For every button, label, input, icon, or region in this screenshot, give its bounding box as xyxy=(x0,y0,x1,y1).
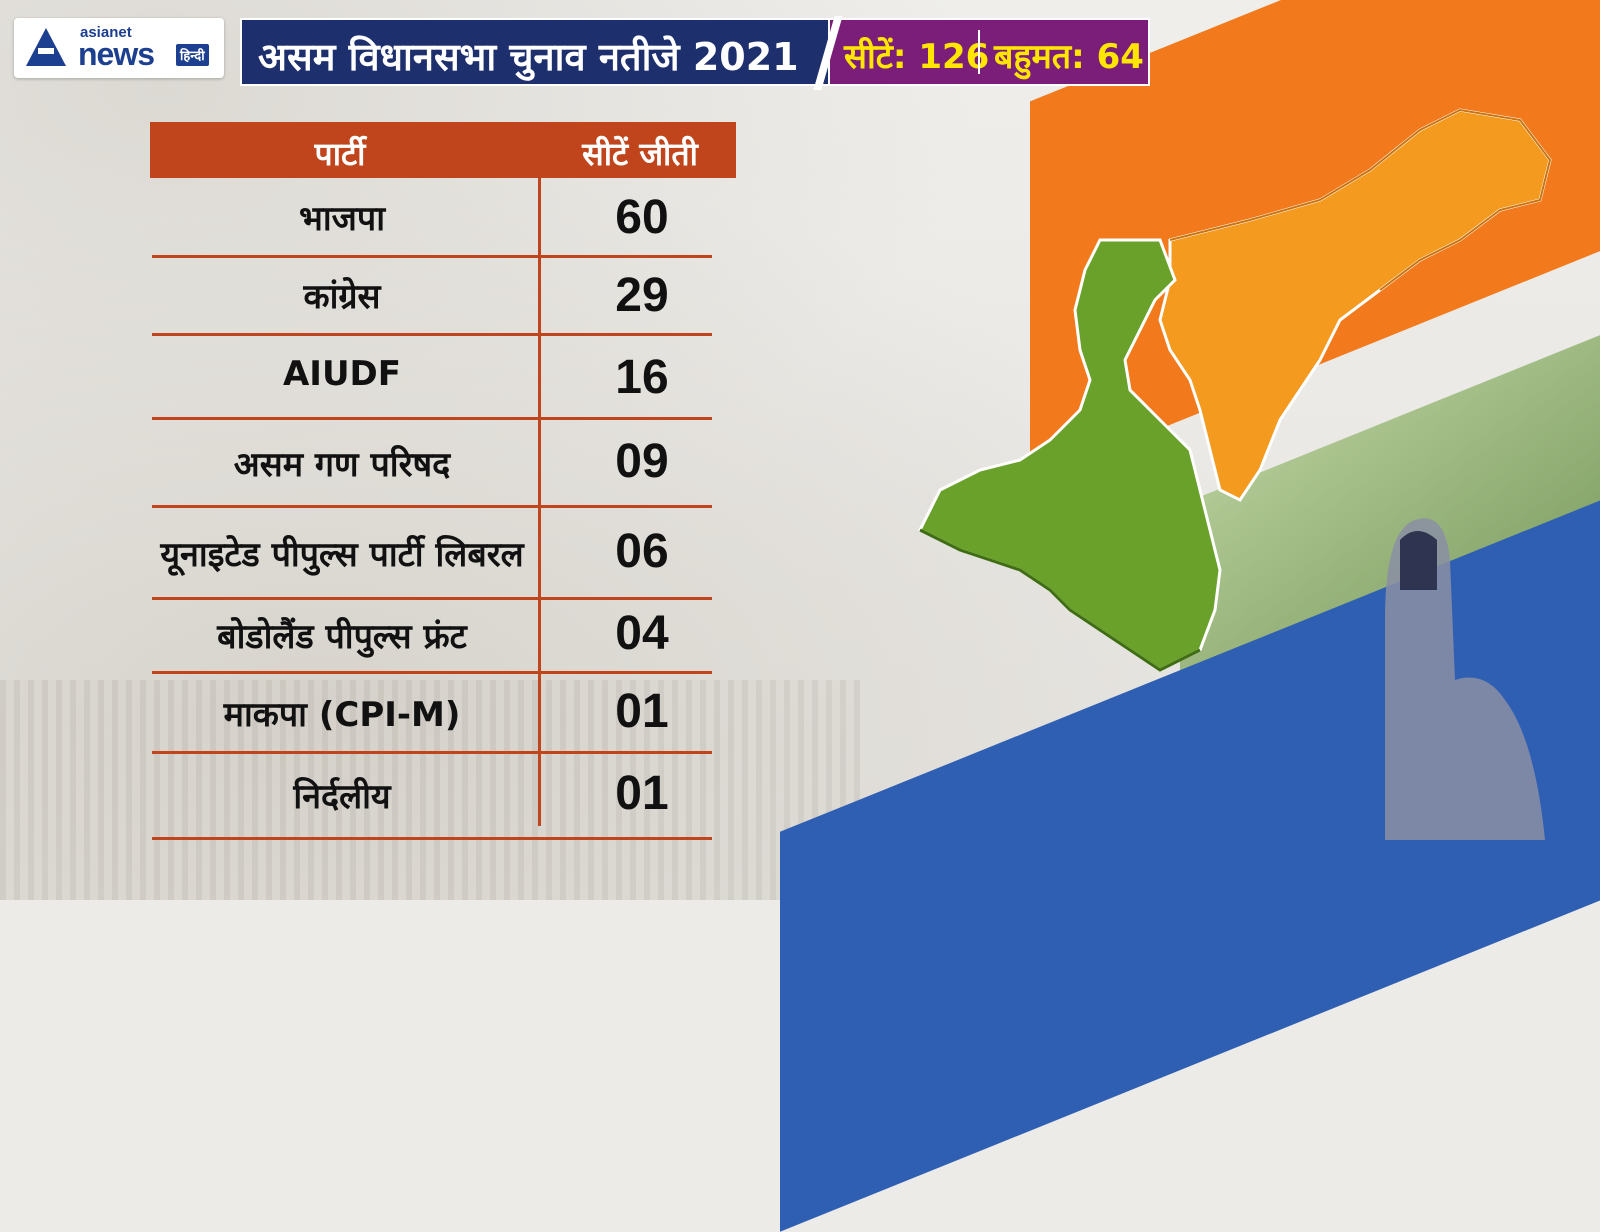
seat-divider xyxy=(978,30,980,74)
table-row: भाजपा 60 xyxy=(152,178,712,258)
party-name: माकपा (CPI-M) xyxy=(223,695,461,735)
seats-won: 06 xyxy=(615,525,669,578)
seats-won: 01 xyxy=(615,767,669,820)
logo-triangle-bar xyxy=(38,48,54,54)
row-divider xyxy=(152,751,712,754)
logo-brand-main: news xyxy=(78,36,155,72)
row-divider xyxy=(152,597,712,600)
row-divider xyxy=(152,255,712,258)
seats-won: 60 xyxy=(615,191,669,244)
seats-won: 01 xyxy=(615,685,669,738)
party-name: बोडोलैंड पीपुल्स फ्रंट xyxy=(217,617,467,657)
seats-won: 09 xyxy=(615,435,669,488)
party-name: AIUDF xyxy=(282,354,402,394)
bengal-map xyxy=(917,238,1222,672)
party-name: निर्दलीय xyxy=(293,777,391,817)
row-divider xyxy=(152,671,712,674)
seats-won: 16 xyxy=(615,351,669,404)
seat-info-banner: सीटें: 126 बहुमत: 64 xyxy=(828,18,1150,86)
row-divider xyxy=(152,505,712,508)
seats-won: 29 xyxy=(615,269,669,322)
table-row: कांग्रेस 29 xyxy=(152,258,712,336)
row-divider xyxy=(152,837,712,840)
party-name: कांग्रेस xyxy=(303,277,381,317)
table-row: माकपा (CPI-M) 01 xyxy=(152,674,712,754)
majority-mark: बहुमत: 64 xyxy=(994,37,1144,77)
logo-triangle-icon xyxy=(26,28,66,66)
row-divider xyxy=(152,333,712,336)
party-column-header: पार्टी xyxy=(314,135,366,173)
table-column-divider xyxy=(538,178,541,826)
total-seats: सीटें: 126 xyxy=(844,37,990,77)
page-title: असम विधानसभा चुनाव नतीजे 2021 xyxy=(258,35,799,79)
party-name: असम गण परिषद xyxy=(233,445,451,485)
inked-finger-illustration xyxy=(1385,518,1545,840)
seats-won: 04 xyxy=(615,607,669,660)
crowd-background xyxy=(0,680,860,900)
results-table-header: पार्टी सीटें जीती xyxy=(150,122,736,178)
table-row: असम गण परिषद 09 xyxy=(152,420,712,508)
assam-map xyxy=(1158,108,1552,502)
table-row: यूनाइटेड पीपुल्स पार्टी लिबरल 06 xyxy=(152,508,712,600)
title-banner: असम विधानसभा चुनाव नतीजे 2021 xyxy=(240,18,840,86)
seats-column-header: सीटें जीती xyxy=(582,135,698,173)
table-row: बोडोलैंड पीपुल्स फ्रंट 04 xyxy=(152,600,712,674)
logo-brand-top: asianet xyxy=(80,24,132,41)
table-row: निर्दलीय 01 xyxy=(152,754,712,840)
asianet-news-logo[interactable]: asianet news हिन्दी xyxy=(14,18,224,78)
row-divider xyxy=(152,417,712,420)
logo-language-badge: हिन्दी xyxy=(176,44,209,66)
table-row: AIUDF 16 xyxy=(152,336,712,420)
assam-bengal-map-illustration xyxy=(917,108,1552,672)
party-name: भाजपा xyxy=(298,199,386,239)
party-name: यूनाइटेड पीपुल्स पार्टी लिबरल xyxy=(160,535,524,575)
